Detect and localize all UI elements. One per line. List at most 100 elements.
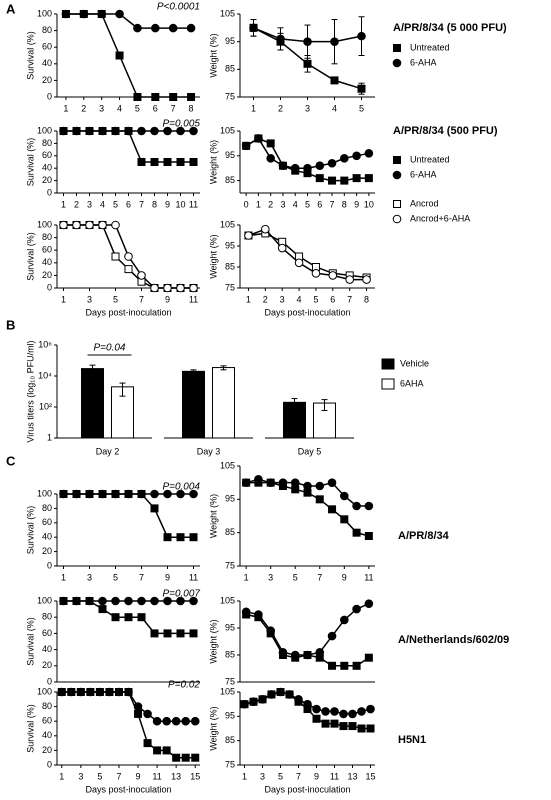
marker <box>150 158 159 166</box>
marker <box>72 220 81 230</box>
marker <box>134 709 143 718</box>
bar <box>212 367 235 439</box>
x-tick-label: 6 <box>126 199 131 209</box>
x-tick-label: 3 <box>87 572 92 582</box>
marker <box>303 481 312 491</box>
marker <box>290 478 300 487</box>
legend-label: Untreated <box>410 154 450 164</box>
y-tick-label: 0 <box>47 676 52 686</box>
marker <box>266 153 275 163</box>
marker <box>95 687 105 697</box>
marker <box>278 478 288 487</box>
marker <box>244 231 253 240</box>
marker <box>176 629 185 638</box>
marker <box>366 704 375 714</box>
marker <box>321 719 330 728</box>
marker <box>328 661 337 670</box>
y-tick-label: 100 <box>37 219 52 229</box>
y-axis-label: Weight (%) <box>208 234 218 278</box>
x-tick-label: 3 <box>268 572 273 582</box>
marker <box>294 258 304 268</box>
marker <box>133 702 143 711</box>
marker <box>328 271 338 280</box>
y-tick-label: 40 <box>42 730 52 740</box>
marker <box>303 37 312 46</box>
p-value: P=0.04 <box>94 343 126 354</box>
marker <box>124 126 133 136</box>
marker <box>266 626 275 636</box>
marker <box>163 283 172 293</box>
series-line <box>245 137 370 169</box>
marker <box>176 158 185 166</box>
marker <box>187 93 196 101</box>
x-tick-label: 7 <box>296 771 301 781</box>
y-tick-label: 80 <box>42 138 52 148</box>
marker <box>315 174 324 183</box>
legend-marker <box>393 200 401 208</box>
y-tick-label: 40 <box>42 58 52 68</box>
legend-marker <box>393 44 401 52</box>
marker <box>352 661 361 670</box>
x-tick-label: 2 <box>81 103 86 113</box>
x-tick-label: 1 <box>242 771 247 781</box>
marker <box>124 265 133 274</box>
x-tick-label: 6 <box>317 199 322 209</box>
panel-label: B <box>6 317 15 332</box>
marker <box>150 489 159 499</box>
x-tick-label: 4 <box>293 199 298 209</box>
x-tick-label: 13 <box>171 771 181 781</box>
marker <box>191 753 200 762</box>
marker <box>345 275 354 284</box>
marker <box>348 709 357 719</box>
x-tick-label: 11 <box>189 199 198 209</box>
marker <box>254 134 263 143</box>
marker <box>189 596 198 606</box>
x-tick-label: 3 <box>305 103 310 113</box>
marker <box>352 174 361 183</box>
marker <box>171 716 181 726</box>
marker <box>330 76 339 85</box>
marker <box>352 151 361 161</box>
y-tick-label: 100 <box>37 488 52 498</box>
x-tick-label: 11 <box>364 572 373 582</box>
marker <box>61 9 71 19</box>
marker <box>190 716 200 726</box>
marker <box>285 690 294 699</box>
y-tick-label: 40 <box>42 644 52 654</box>
y-tick-label: 95 <box>225 711 235 721</box>
y-axis-label: Survival (%) <box>25 506 35 555</box>
x-tick-label: 2 <box>268 199 273 209</box>
x-tick-label: 5 <box>293 572 298 582</box>
x-axis-label: Days post-inoculation <box>85 307 171 317</box>
x-tick-label: 3 <box>87 294 92 304</box>
y-axis-label: Weight (%) <box>208 494 218 538</box>
y-tick-label: 80 <box>42 612 52 622</box>
marker <box>137 613 146 622</box>
x-tick-label: 3 <box>280 294 285 304</box>
x-tick-label: 3 <box>260 771 265 781</box>
marker <box>111 489 120 499</box>
marker <box>98 220 107 230</box>
x-tick-label: 8 <box>152 199 157 209</box>
marker <box>98 596 107 606</box>
y-tick-label: 60 <box>42 716 52 726</box>
marker <box>340 661 349 670</box>
x-tick-label: 5 <box>113 199 118 209</box>
marker <box>59 489 68 499</box>
x-tick-label: 9 <box>165 199 170 209</box>
x-tick-label: 1 <box>59 771 64 781</box>
marker <box>181 716 190 726</box>
x-tick-label: 9 <box>165 572 170 582</box>
x-tick-label: 11 <box>152 771 161 781</box>
marker <box>72 489 81 499</box>
x-tick-label: 8 <box>189 103 194 113</box>
marker <box>290 650 300 660</box>
marker <box>276 34 285 44</box>
y-tick-label: 60 <box>42 628 52 638</box>
marker <box>163 629 172 638</box>
marker <box>59 126 68 136</box>
x-tick-label: 6 <box>330 294 335 304</box>
x-tick-label: 5 <box>305 199 310 209</box>
x-tick-label: 7 <box>317 572 322 582</box>
x-tick-label: 10 <box>364 199 374 209</box>
